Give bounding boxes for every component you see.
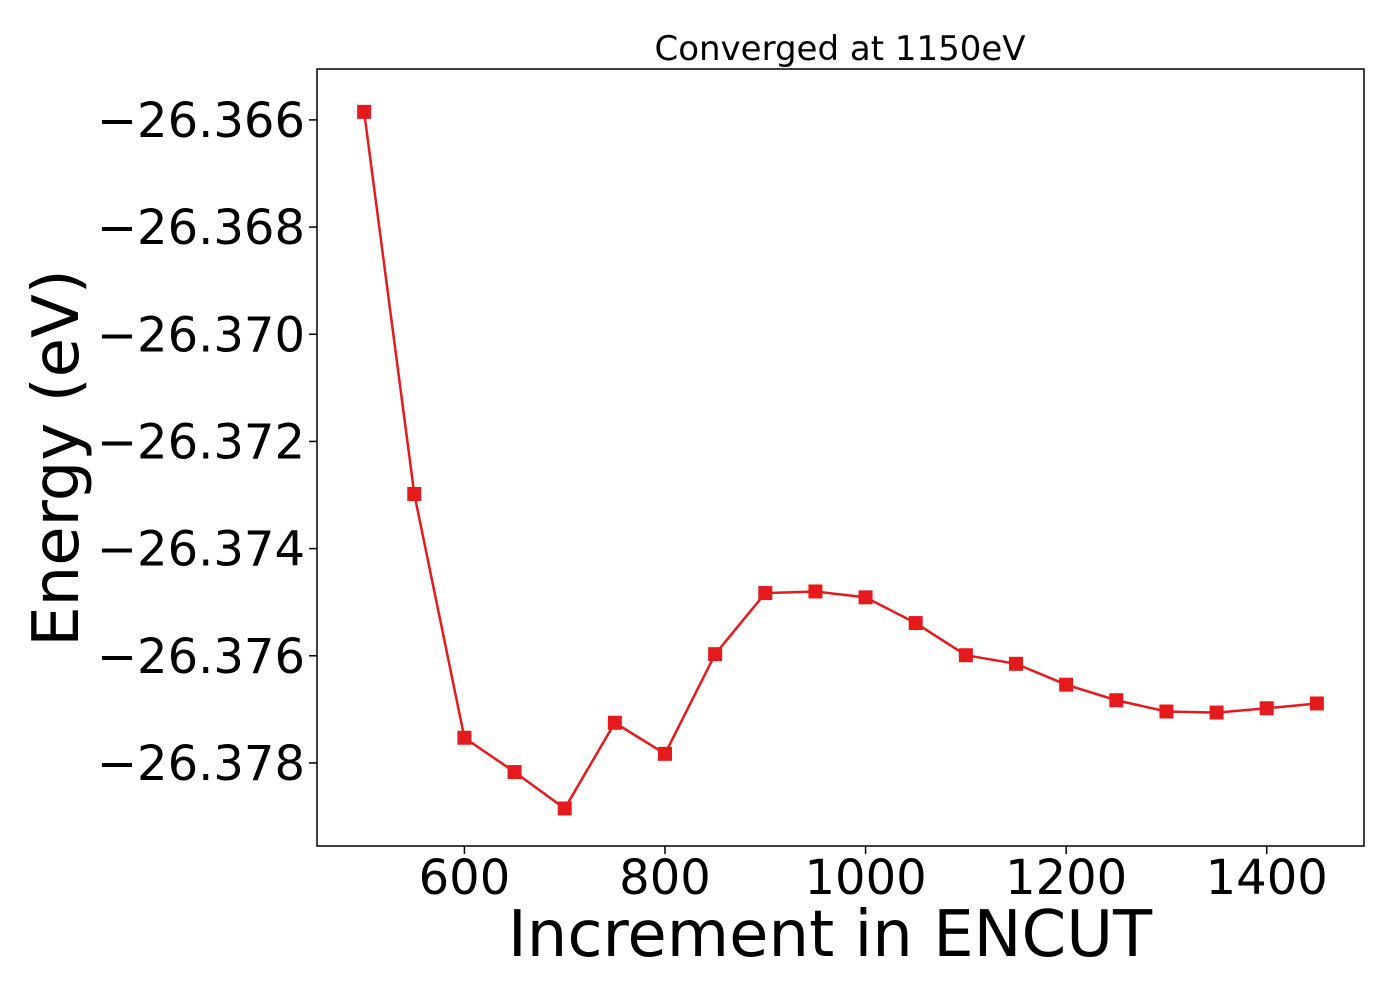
data-point (607, 715, 622, 730)
data-point (407, 486, 422, 501)
data-point (1259, 701, 1274, 716)
x-tick-label: 800 (619, 850, 711, 906)
data-point (1309, 696, 1324, 711)
x-axis: 600 800 1000 1200 1400 (419, 846, 1328, 906)
y-tick-label: −26.366 (97, 93, 305, 149)
y-tick-label: −26.370 (97, 307, 305, 363)
data-point (908, 616, 923, 631)
x-tick-label: 1200 (1005, 850, 1127, 906)
data-point (657, 746, 672, 761)
y-tick-label: −26.376 (97, 629, 305, 685)
chart-title: Converged at 1150eV (654, 29, 1025, 69)
data-point (808, 584, 823, 599)
y-tick-label: −26.372 (97, 414, 305, 470)
x-tick-label: 1000 (804, 850, 926, 906)
data-point (1009, 656, 1024, 671)
data-point (1059, 677, 1074, 692)
data-point (758, 586, 773, 601)
data-point (708, 647, 723, 662)
y-tick-label: −26.378 (97, 736, 305, 792)
series-layer (357, 104, 1324, 816)
data-point (1159, 704, 1174, 719)
data-point (457, 730, 472, 745)
data-point (357, 104, 372, 119)
y-axis-label: Energy (eV) (20, 269, 94, 647)
data-point (557, 801, 572, 816)
y-tick-label: −26.374 (97, 522, 305, 578)
plot-frame (316, 68, 1365, 847)
x-tick-label: 1400 (1206, 850, 1328, 906)
data-point (1209, 705, 1224, 720)
y-tick-label: −26.368 (97, 200, 305, 256)
y-axis: −26.366 −26.368 −26.370 −26.372 −26.374 −26.3… (97, 93, 317, 792)
series-line (362, 111, 1317, 811)
x-axis-label: Increment in ENCUT (508, 898, 1153, 972)
data-point (1109, 693, 1124, 708)
x-tick-label: 600 (419, 850, 511, 906)
data-point (858, 590, 873, 605)
data-point (958, 648, 973, 663)
data-point (507, 765, 522, 780)
